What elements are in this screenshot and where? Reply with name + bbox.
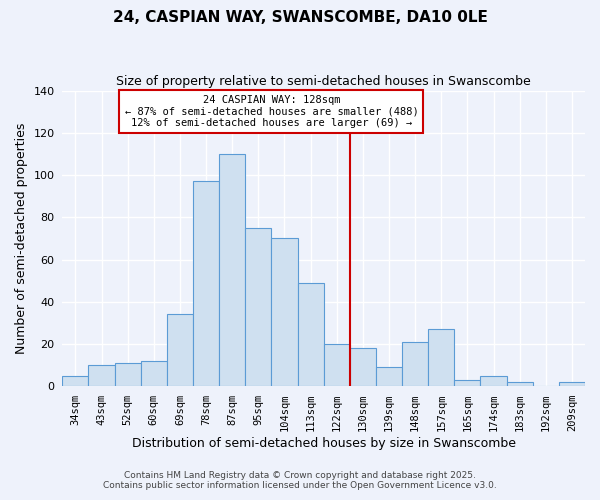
- Bar: [454, 380, 481, 386]
- Title: Size of property relative to semi-detached houses in Swanscombe: Size of property relative to semi-detach…: [116, 75, 531, 88]
- Bar: [350, 348, 376, 387]
- Bar: [323, 344, 350, 387]
- Text: Contains HM Land Registry data © Crown copyright and database right 2025.
Contai: Contains HM Land Registry data © Crown c…: [103, 470, 497, 490]
- X-axis label: Distribution of semi-detached houses by size in Swanscombe: Distribution of semi-detached houses by …: [131, 437, 515, 450]
- Bar: [219, 154, 245, 386]
- Bar: [506, 382, 533, 386]
- Bar: [481, 376, 506, 386]
- Bar: [402, 342, 428, 386]
- Bar: [167, 314, 193, 386]
- Bar: [115, 363, 141, 386]
- Bar: [376, 368, 402, 386]
- Text: 24, CASPIAN WAY, SWANSCOMBE, DA10 0LE: 24, CASPIAN WAY, SWANSCOMBE, DA10 0LE: [113, 10, 487, 25]
- Bar: [298, 283, 323, 387]
- Bar: [271, 238, 298, 386]
- Bar: [88, 365, 115, 386]
- Bar: [559, 382, 585, 386]
- Y-axis label: Number of semi-detached properties: Number of semi-detached properties: [15, 122, 28, 354]
- Bar: [62, 376, 88, 386]
- Text: 24 CASPIAN WAY: 128sqm
← 87% of semi-detached houses are smaller (488)
12% of se: 24 CASPIAN WAY: 128sqm ← 87% of semi-det…: [125, 95, 418, 128]
- Bar: [428, 330, 454, 386]
- Bar: [193, 182, 219, 386]
- Bar: [141, 361, 167, 386]
- Bar: [245, 228, 271, 386]
